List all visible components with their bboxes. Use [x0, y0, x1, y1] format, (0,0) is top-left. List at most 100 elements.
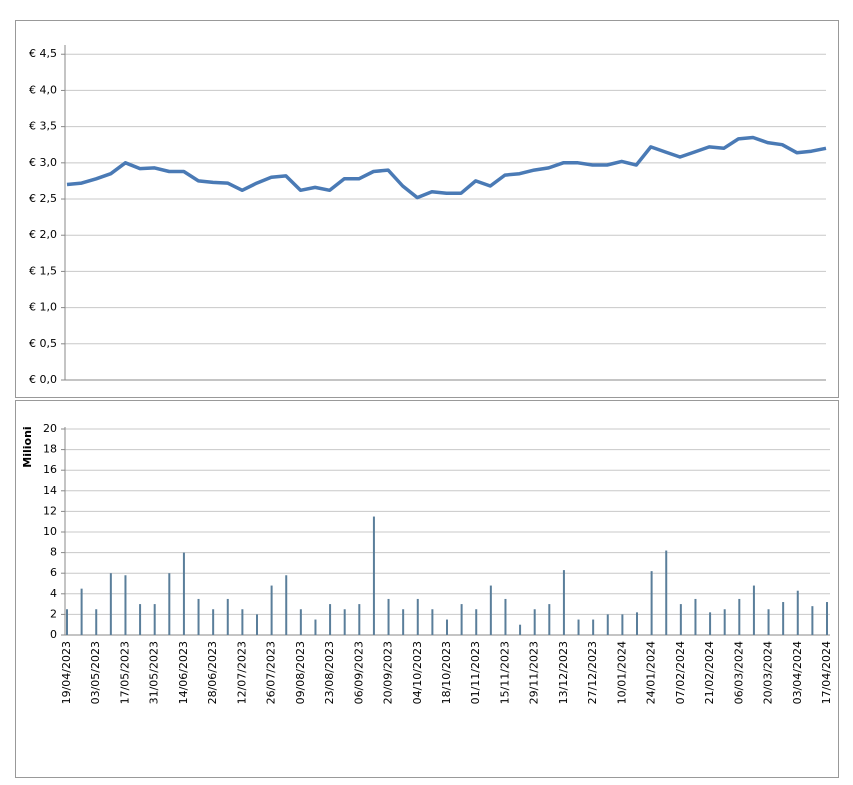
x-tick-label: 09/08/2023: [294, 641, 307, 704]
volume-bar: [519, 624, 522, 635]
volume-bar: [387, 598, 390, 635]
y-tick-label: 6: [50, 566, 57, 579]
top-panel: [15, 20, 839, 398]
x-tick-label: 03/04/2024: [791, 641, 804, 704]
volume-bar: [650, 571, 653, 635]
volume-bar: [489, 585, 492, 635]
volume-bar: [182, 552, 185, 635]
y-tick-label: € 1,0: [29, 301, 57, 314]
volume-bar: [358, 604, 361, 635]
y-tick-label: € 3,0: [29, 156, 57, 169]
x-tick-label: 29/11/2023: [528, 641, 541, 704]
y-tick-label: € 3,5: [29, 120, 57, 133]
x-tick-label: 19/04/2023: [60, 641, 73, 704]
x-tick-label: 17/05/2023: [118, 641, 131, 704]
y-tick-label: € 1,5: [29, 264, 57, 277]
x-tick-label: 28/06/2023: [206, 641, 219, 704]
x-tick-label: 03/05/2023: [89, 641, 102, 704]
x-tick-label: 23/08/2023: [323, 641, 336, 704]
volume-bar: [811, 606, 814, 635]
x-tick-label: 01/11/2023: [469, 641, 482, 704]
volume-bar: [709, 612, 712, 635]
volume-bar: [548, 604, 551, 635]
volume-bar: [416, 598, 419, 635]
y-tick-label: € 2,5: [29, 192, 57, 205]
volume-bar: [329, 604, 332, 635]
volume-bar: [665, 550, 668, 635]
volume-bar: [402, 609, 405, 635]
volume-bar: [66, 609, 68, 635]
y-tick-label: 8: [50, 546, 57, 559]
volume-bar: [168, 573, 171, 635]
volume-bar: [372, 516, 375, 635]
volume-bar: [782, 602, 785, 635]
volume-bar: [95, 609, 98, 635]
x-tick-label: 15/11/2023: [498, 641, 511, 704]
volume-bar: [256, 614, 258, 635]
y-tick-label: 2: [50, 607, 57, 620]
volume-bar: [460, 604, 463, 635]
volume-bar: [533, 609, 536, 635]
volume-bar: [606, 614, 609, 635]
volume-bar: [592, 619, 595, 635]
y-tick-label: € 0,0: [29, 373, 57, 386]
volume-bar: [446, 619, 448, 635]
y-tick-label: 0: [50, 628, 57, 641]
price-line: [66, 135, 827, 200]
y-tick-label: 4: [50, 587, 57, 600]
x-tick-label: 07/02/2024: [674, 641, 687, 704]
x-tick-label: 13/12/2023: [557, 641, 570, 704]
volume-bar: [636, 612, 638, 635]
x-tick-label: 18/10/2023: [440, 641, 453, 704]
y-tick-label: 14: [43, 484, 57, 497]
x-tick-label: 26/07/2023: [265, 641, 278, 704]
volume-bar: [504, 598, 507, 635]
y-tick-label: € 0,5: [29, 337, 57, 350]
x-tick-label: 06/03/2024: [732, 641, 745, 704]
y-tick-label: 12: [43, 504, 57, 517]
x-tick-label: 14/06/2023: [177, 641, 190, 704]
y-tick-label: € 2,0: [29, 228, 57, 241]
volume-bar: [679, 604, 682, 635]
y-tick-label: € 4,5: [29, 47, 57, 60]
bottom-panel: [15, 400, 839, 778]
volume-bar: [124, 575, 127, 635]
volume-bar: [767, 609, 770, 635]
volume-bar: [197, 598, 200, 635]
volume-bar: [270, 585, 273, 635]
volume-bar: [212, 609, 215, 635]
volume-bar: [314, 619, 317, 635]
y-tick-label: € 4,0: [29, 83, 57, 96]
x-tick-label: 24/01/2024: [645, 641, 658, 704]
volume-bar: [285, 575, 288, 635]
y-tick-label: 16: [43, 463, 57, 476]
x-tick-label: 20/09/2023: [382, 641, 395, 704]
volume-bar: [694, 598, 697, 635]
volume-bar: [752, 585, 755, 635]
volume-bar: [723, 609, 726, 635]
y-tick-label: 10: [43, 525, 57, 538]
volume-bar: [139, 604, 142, 635]
volume-bar: [475, 609, 478, 635]
y-tick-label: 20: [43, 422, 57, 435]
x-tick-label: 12/07/2023: [235, 641, 248, 704]
x-tick-label: 06/09/2023: [352, 641, 365, 704]
x-tick-label: 10/01/2024: [615, 641, 628, 704]
x-tick-label: 21/02/2024: [703, 641, 716, 704]
volume-bar: [343, 609, 346, 635]
x-tick-label: 04/10/2023: [411, 641, 424, 704]
x-tick-label: 17/04/2024: [820, 641, 833, 704]
volume-bar: [577, 619, 580, 635]
volume-bar: [738, 598, 741, 635]
volume-bar: [431, 609, 434, 635]
volume-bar: [796, 590, 799, 635]
x-tick-label: 27/12/2023: [586, 641, 599, 704]
volume-bar: [562, 570, 565, 635]
y-tick-label: 18: [43, 443, 57, 456]
y-axis-label: Milioni: [21, 426, 34, 467]
volume-bar: [226, 598, 229, 635]
x-tick-label: 20/03/2024: [762, 641, 775, 704]
volume-bar: [826, 602, 828, 635]
volume-bar: [80, 588, 83, 635]
